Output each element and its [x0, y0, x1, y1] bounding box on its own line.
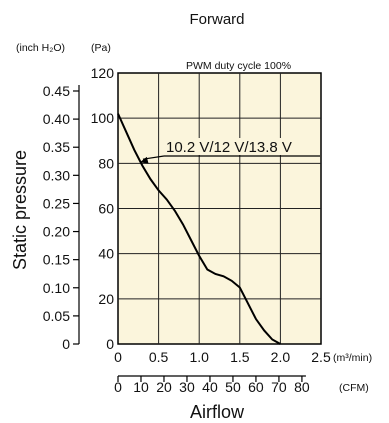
secondary-y-tick-label: 0.15 [43, 252, 70, 268]
series-callout-arrowhead [139, 156, 149, 164]
secondary-y-tick-label: 0.30 [43, 167, 70, 183]
y-tick-label: 60 [98, 201, 114, 217]
y-tick-label: 120 [91, 65, 115, 81]
x-tick-label: 0.5 [149, 349, 169, 365]
secondary-y-tick-label: 0 [62, 336, 70, 352]
x-tick-label: 1.0 [189, 349, 209, 365]
y-axis-label: Static pressure [10, 150, 30, 270]
secondary-x-axis: 0 10 20 30 40 50 60 70 80 [114, 375, 310, 395]
secondary-y-tick-label: 0.35 [43, 139, 70, 155]
secondary-y-tick-label: 0.25 [43, 195, 70, 211]
y-tick-label: 20 [98, 291, 114, 307]
x-tick-label: 1.5 [230, 349, 250, 365]
series-line [117, 113, 281, 345]
x-axis-unit: (m³/min) [333, 352, 372, 364]
y-tick-label: 40 [98, 246, 114, 262]
secondary-x-tick-label: 30 [179, 379, 195, 395]
x-tick-label: 0 [114, 349, 122, 365]
secondary-y-tick-label: 0.10 [43, 280, 70, 296]
secondary-y-tick-label: 0.40 [43, 111, 70, 127]
pwm-annotation: PWM duty cycle 100% [186, 60, 291, 72]
x-tick-label: 2.5 [311, 349, 331, 365]
secondary-y-axis: 0 0.05 0.10 0.15 0.20 0.25 0.30 0.35 0.40 0.45 [43, 83, 80, 352]
secondary-x-tick-label: 60 [248, 379, 264, 395]
secondary-y-axis-unit: (inch H₂O) [16, 42, 65, 54]
chart-title: Forward [189, 11, 244, 28]
secondary-x-tick-label: 10 [133, 379, 149, 395]
secondary-x-tick-label: 0 [114, 379, 122, 395]
secondary-y-tick-label: 0.45 [43, 83, 70, 99]
y-axis-unit: (Pa) [91, 42, 111, 54]
secondary-x-axis-unit: (CFM) [339, 382, 369, 394]
secondary-y-tick-label: 0.05 [43, 308, 70, 324]
x-tick-label: 2.0 [271, 349, 291, 365]
primary-x-axis: 0 0.5 1.0 1.5 2.0 2.5 [114, 349, 331, 365]
secondary-x-tick-label: 50 [225, 379, 241, 395]
x-axis-label: Airflow [190, 402, 245, 422]
secondary-x-tick-label: 40 [202, 379, 218, 395]
secondary-y-tick-label: 0.20 [43, 224, 70, 240]
primary-y-axis: 0 20 40 60 80 100 120 [91, 65, 115, 352]
series-label: 10.2 V/12 V/13.8 V [166, 139, 292, 156]
grid-lines [118, 73, 321, 344]
y-tick-label: 80 [98, 155, 114, 171]
secondary-x-tick-label: 80 [294, 379, 310, 395]
secondary-x-tick-label: 70 [271, 379, 287, 395]
y-tick-label: 100 [91, 110, 115, 126]
secondary-x-tick-label: 20 [156, 379, 172, 395]
y-tick-label: 0 [106, 336, 114, 352]
